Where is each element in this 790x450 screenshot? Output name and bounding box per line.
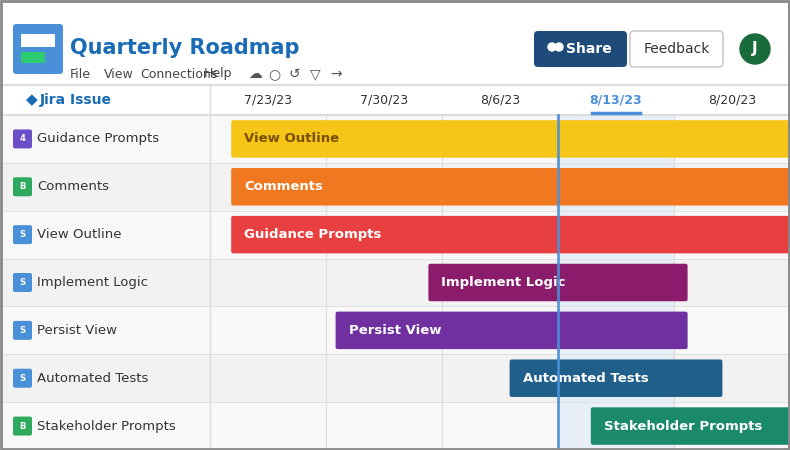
Text: Comments: Comments (37, 180, 109, 194)
Bar (0, 211, 790, 259)
Text: Implement Logic: Implement Logic (442, 276, 566, 289)
Text: S: S (20, 326, 25, 335)
Circle shape (740, 34, 770, 64)
Text: View Outline: View Outline (37, 228, 122, 241)
Text: ↺: ↺ (289, 67, 301, 81)
Text: Help: Help (204, 68, 232, 81)
Bar (0, 0, 790, 85)
Text: S: S (20, 374, 25, 382)
FancyBboxPatch shape (591, 407, 790, 445)
FancyBboxPatch shape (13, 369, 32, 388)
Bar (558, 115, 674, 450)
FancyBboxPatch shape (13, 273, 32, 292)
Text: Comments: Comments (244, 180, 323, 194)
FancyBboxPatch shape (13, 417, 32, 436)
Bar (0, 306, 790, 354)
Bar (21, 34, 55, 47)
Text: 8/13/23: 8/13/23 (589, 94, 642, 107)
FancyBboxPatch shape (534, 31, 627, 67)
Text: View: View (104, 68, 134, 81)
Text: Persist View: Persist View (348, 324, 441, 337)
FancyBboxPatch shape (336, 311, 687, 349)
FancyBboxPatch shape (13, 130, 32, 148)
Text: 4: 4 (20, 135, 25, 144)
Bar (0, 259, 790, 306)
FancyBboxPatch shape (13, 225, 32, 244)
Bar (0, 402, 790, 450)
Text: Automated Tests: Automated Tests (523, 372, 649, 385)
FancyBboxPatch shape (428, 264, 687, 301)
Text: Quarterly Roadmap: Quarterly Roadmap (70, 38, 299, 58)
Bar (0, 85, 790, 115)
Text: S: S (20, 230, 25, 239)
FancyBboxPatch shape (630, 31, 723, 67)
Bar (21, 52, 45, 63)
Text: 7/23/23: 7/23/23 (244, 94, 292, 107)
FancyBboxPatch shape (231, 216, 790, 253)
Text: S: S (20, 278, 25, 287)
Bar (0, 115, 790, 163)
Text: Feedback: Feedback (643, 42, 709, 56)
Text: Implement Logic: Implement Logic (37, 276, 148, 289)
Text: ○: ○ (268, 67, 280, 81)
Text: ◆: ◆ (26, 93, 38, 108)
Text: 7/30/23: 7/30/23 (360, 94, 408, 107)
Text: Persist View: Persist View (37, 324, 117, 337)
Bar (0, 163, 790, 211)
Text: Guidance Prompts: Guidance Prompts (37, 132, 159, 145)
Text: Jira Issue: Jira Issue (40, 93, 112, 107)
Text: B: B (19, 182, 26, 191)
FancyBboxPatch shape (13, 177, 32, 196)
Text: ▽: ▽ (310, 67, 321, 81)
Text: J: J (752, 41, 758, 57)
Text: B: B (19, 422, 26, 431)
Text: →: → (330, 67, 341, 81)
Text: View Outline: View Outline (244, 132, 340, 145)
FancyBboxPatch shape (13, 24, 63, 74)
Text: Automated Tests: Automated Tests (37, 372, 149, 385)
Circle shape (555, 43, 563, 51)
Text: Connections: Connections (140, 68, 217, 81)
FancyBboxPatch shape (231, 120, 790, 158)
Text: Guidance Prompts: Guidance Prompts (244, 228, 382, 241)
FancyBboxPatch shape (231, 168, 790, 206)
FancyBboxPatch shape (13, 321, 32, 340)
FancyBboxPatch shape (510, 360, 722, 397)
Text: Stakeholder Prompts: Stakeholder Prompts (37, 419, 175, 432)
Bar (0, 354, 790, 402)
Text: Share: Share (566, 42, 611, 56)
Text: Stakeholder Prompts: Stakeholder Prompts (604, 419, 762, 432)
Text: File: File (70, 68, 91, 81)
Text: 8/20/23: 8/20/23 (708, 94, 756, 107)
Circle shape (548, 43, 556, 51)
Text: 8/6/23: 8/6/23 (480, 94, 520, 107)
Text: ☁: ☁ (248, 67, 261, 81)
